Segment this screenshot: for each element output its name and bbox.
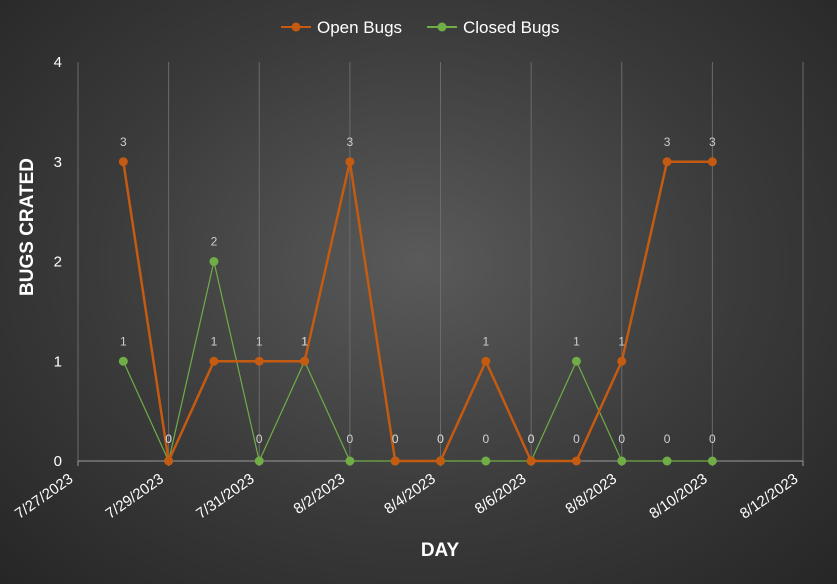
data-label: 0 (347, 432, 354, 446)
data-label: 1 (301, 334, 308, 348)
series-closed-bugs (118, 257, 717, 466)
data-point (254, 456, 264, 466)
data-label: 3 (120, 135, 127, 149)
data-point (118, 157, 128, 167)
data-point (526, 456, 536, 466)
data-label: 1 (573, 334, 580, 348)
data-label: 0 (256, 432, 263, 446)
series-line (122, 160, 713, 466)
data-point (481, 356, 491, 366)
x-tick-label: 7/29/2023 (103, 470, 167, 522)
data-label: 3 (709, 135, 716, 149)
data-point (481, 456, 491, 466)
legend-swatch-marker (291, 22, 301, 32)
x-tick-label: 8/6/2023 (472, 470, 530, 517)
data-label: 3 (664, 135, 671, 149)
series-open-bugs (118, 157, 717, 466)
y-tick-label: 4 (54, 54, 62, 71)
data-label: 2 (211, 235, 218, 249)
data-point (707, 456, 717, 466)
data-point (118, 356, 128, 366)
legend-label: Closed Bugs (463, 18, 559, 37)
data-label: 1 (256, 334, 263, 348)
data-label: 0 (664, 432, 671, 446)
legend-item-closed-bugs[interactable]: Closed Bugs (427, 18, 559, 37)
y-tick-label: 0 (54, 453, 62, 470)
data-point (209, 356, 219, 366)
data-label: 1 (211, 334, 218, 348)
x-axis-title: DAY (421, 540, 460, 561)
data-point (390, 456, 400, 466)
data-point (571, 456, 581, 466)
data-point (617, 356, 627, 366)
x-tick-label: 7/27/2023 (12, 470, 76, 522)
data-point (164, 456, 174, 466)
data-label: 0 (437, 432, 444, 446)
legend-label: Open Bugs (317, 18, 402, 37)
data-point (436, 456, 445, 466)
data-point (662, 157, 672, 167)
y-tick-label: 1 (54, 353, 62, 370)
data-label: 0 (165, 432, 172, 446)
y-axis-title: BUGS CRATED (17, 158, 38, 296)
legend-item-open-bugs[interactable]: Open Bugs (281, 18, 402, 37)
data-label: 0 (392, 432, 399, 446)
series-layer (118, 157, 717, 466)
x-tick-label: 8/2/2023 (291, 470, 349, 517)
data-point (345, 157, 355, 167)
data-point (617, 456, 627, 466)
y-tick-label: 3 (54, 154, 62, 171)
x-tick-label: 8/12/2023 (737, 470, 801, 522)
data-label: 0 (573, 432, 580, 446)
data-point (707, 157, 717, 167)
legend[interactable]: Open Bugs Closed Bugs (281, 18, 559, 37)
data-point (662, 456, 672, 466)
data-label: 3 (347, 135, 354, 149)
data-label: 0 (528, 432, 535, 446)
data-label: 0 (618, 432, 625, 446)
data-label: 0 (482, 432, 489, 446)
y-tick-label: 2 (54, 254, 62, 271)
data-point (300, 356, 310, 366)
x-tick-label: 8/8/2023 (562, 470, 620, 517)
data-label: 1 (120, 334, 127, 348)
data-point (571, 356, 581, 366)
data-point (254, 356, 264, 366)
data-label: 0 (392, 432, 399, 446)
data-label: 0 (528, 432, 535, 446)
data-label: 1 (482, 334, 489, 348)
x-tick-label: 7/31/2023 (193, 470, 257, 522)
data-point (345, 456, 355, 466)
data-label: 0 (437, 432, 444, 446)
data-point (209, 257, 219, 266)
data-label: 0 (709, 432, 716, 446)
legend-swatch-marker (437, 22, 447, 32)
x-tick-label: 8/10/2023 (646, 470, 710, 522)
data-label: 1 (618, 334, 625, 348)
gridlines (77, 62, 804, 461)
data-label: 0 (165, 432, 172, 446)
data-label: 1 (301, 334, 308, 348)
x-tick-label: 8/4/2023 (381, 470, 439, 517)
axes: 7/27/2023 7/29/2023 7/31/2023 8/2/2023 8/4/2… (12, 54, 804, 523)
